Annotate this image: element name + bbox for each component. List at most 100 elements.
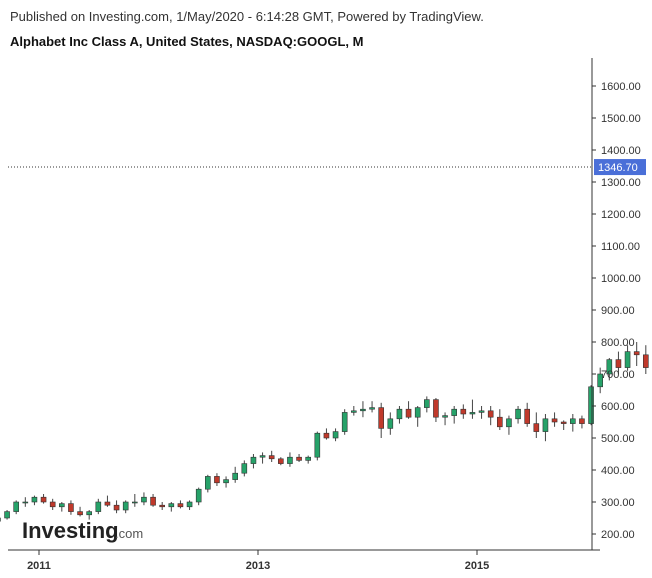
candle-body <box>132 501 138 504</box>
investing-logo: Investing .com <box>22 518 143 543</box>
price-tick-label: 200.00 <box>601 529 635 541</box>
candle-body <box>387 418 394 429</box>
candle-body <box>542 418 549 432</box>
candle-body <box>497 416 503 428</box>
published-caption: Published on Investing.com, 1/May/2020 -… <box>10 9 484 24</box>
candle-body <box>323 432 330 439</box>
candle-body <box>214 476 220 484</box>
price-tick-label: 1500.00 <box>601 113 641 125</box>
candle-body <box>369 407 375 410</box>
candle-body <box>396 408 403 420</box>
price-tick-label: 1600.00 <box>601 81 641 93</box>
candle-body <box>259 455 266 458</box>
chart-title: Alphabet Inc Class A, United States, NAS… <box>10 34 364 49</box>
candle-body <box>195 488 202 503</box>
candle-body <box>77 511 83 516</box>
candle-body <box>68 503 74 512</box>
price-tick-label: 300.00 <box>601 497 635 509</box>
candle-body <box>168 503 175 508</box>
candle-body <box>478 410 485 413</box>
candle-body <box>606 359 613 375</box>
last-price-label: 1346.70 <box>598 162 638 174</box>
candle-body <box>40 496 47 503</box>
candle-body <box>150 496 156 506</box>
candle-body <box>205 476 211 490</box>
candle-body <box>278 458 284 464</box>
candle-body <box>268 455 275 460</box>
candle-body <box>31 496 38 503</box>
candle-body <box>59 503 65 508</box>
candle-body <box>177 503 184 508</box>
candle-body <box>86 511 92 516</box>
candle-body <box>460 408 467 415</box>
candle-body <box>588 386 594 424</box>
price-tick-label: 1000.00 <box>601 273 641 285</box>
candle-body <box>451 408 457 416</box>
candle-body <box>551 418 558 423</box>
candle-body <box>305 456 311 461</box>
candle-body <box>4 511 10 519</box>
time-tick-label: 2011 <box>27 560 51 572</box>
candle-body <box>186 501 193 508</box>
candle-body <box>95 501 102 512</box>
candle-body <box>533 423 540 432</box>
candle-body <box>141 496 147 503</box>
candle-series <box>0 342 649 522</box>
candle-body <box>506 418 512 428</box>
price-tick-label: 700.00 <box>601 369 635 381</box>
candle-body <box>159 504 165 508</box>
candle-body <box>433 399 439 418</box>
candle-body <box>232 472 238 480</box>
price-tick-label: 1200.00 <box>601 209 641 221</box>
price-tick-label: 1100.00 <box>601 241 640 253</box>
candle-body <box>405 408 412 418</box>
price-tick-label: 400.00 <box>601 465 635 477</box>
price-tick-label: 1400.00 <box>601 145 641 157</box>
candle-body <box>314 432 321 458</box>
candle-body <box>351 410 357 413</box>
logo-wordmark: Investing <box>22 518 119 543</box>
last-price-marker: 1346.70 <box>8 159 646 176</box>
candle-body <box>469 412 476 415</box>
candle-body <box>296 456 302 461</box>
candle-body <box>122 501 129 511</box>
candle-body <box>643 354 649 368</box>
logo-suffix: .com <box>115 526 143 541</box>
candle-body <box>633 351 640 356</box>
candle-body <box>515 408 521 420</box>
candle-body <box>104 501 111 506</box>
candle-body <box>241 463 248 474</box>
candle-body <box>579 418 585 424</box>
candle-body <box>424 399 430 408</box>
candle-body <box>378 407 384 429</box>
candle-body <box>250 456 257 464</box>
price-tick-label: 600.00 <box>601 401 635 413</box>
candle-body <box>287 456 293 464</box>
price-tick-label: 800.00 <box>601 337 635 349</box>
price-tick-label: 900.00 <box>601 305 635 317</box>
candle-body <box>597 373 603 388</box>
candle-body <box>560 421 567 424</box>
price-tick-label: 1300.00 <box>601 177 641 189</box>
candle-body <box>223 479 229 484</box>
time-axis[interactable]: 201120132015201720192021 <box>8 549 652 572</box>
candle-body <box>615 359 622 368</box>
candle-body <box>624 351 631 368</box>
candle-body <box>442 415 448 418</box>
candle-body <box>49 501 56 508</box>
candle-body <box>360 408 366 412</box>
candle-body <box>22 501 29 504</box>
candle-body <box>332 431 339 439</box>
candle-body <box>487 410 494 418</box>
candle-body <box>414 407 421 418</box>
candle-body <box>13 501 19 512</box>
candle-body <box>524 408 530 424</box>
candle-body <box>341 412 348 432</box>
last-price-tag <box>594 159 646 176</box>
time-tick-label: 2013 <box>246 560 270 572</box>
time-tick-label: 2015 <box>465 560 489 572</box>
candle-body <box>570 418 576 424</box>
candle-body <box>113 504 120 511</box>
price-axis[interactable]: 200.00 300.00 400.00 500.00 600.00 700.00 800.… <box>591 58 641 550</box>
